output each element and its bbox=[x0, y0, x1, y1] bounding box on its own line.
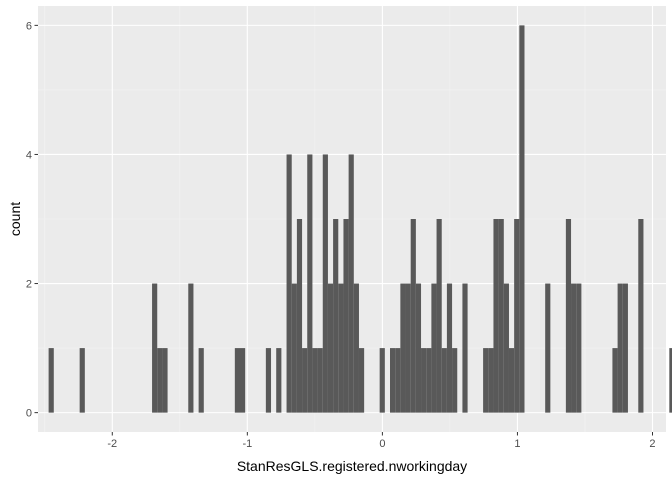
x-axis-title: StanResGLS.registered.nworkingday bbox=[237, 458, 467, 474]
histogram-bar bbox=[452, 348, 458, 413]
histogram-bar bbox=[612, 348, 618, 413]
x-tick-label: 2 bbox=[649, 438, 655, 450]
y-tick-label: 6 bbox=[26, 20, 32, 32]
histogram-bar bbox=[302, 348, 308, 413]
histogram-bar bbox=[488, 348, 494, 413]
histogram-bar bbox=[519, 25, 525, 413]
histogram-bar bbox=[410, 219, 416, 413]
histogram-bar bbox=[379, 348, 385, 413]
histogram-bar bbox=[462, 283, 468, 413]
histogram-bar bbox=[157, 348, 163, 413]
x-tick-label: 1 bbox=[514, 438, 520, 450]
histogram-bar bbox=[421, 348, 427, 413]
histogram-bar bbox=[400, 283, 406, 413]
histogram-bar bbox=[152, 283, 158, 413]
histogram-bar bbox=[441, 348, 447, 413]
histogram-bar bbox=[343, 219, 349, 413]
histogram-bar bbox=[571, 283, 577, 413]
histogram-bar bbox=[431, 283, 437, 413]
x-tick-label: -2 bbox=[107, 438, 117, 450]
histogram-bar bbox=[358, 348, 365, 413]
histogram-bar bbox=[426, 348, 432, 413]
histogram-bar bbox=[508, 348, 515, 413]
histogram-bar bbox=[234, 348, 240, 413]
histogram-bar bbox=[669, 348, 672, 413]
y-tick-label: 2 bbox=[26, 279, 32, 291]
histogram-bar bbox=[483, 348, 489, 413]
histogram-bar bbox=[493, 219, 499, 413]
histogram-bar bbox=[514, 219, 520, 413]
histogram-bar bbox=[327, 283, 334, 413]
histogram-bar bbox=[353, 283, 359, 413]
histogram-bar bbox=[333, 219, 339, 413]
histogram-bar bbox=[565, 219, 572, 413]
histogram-bar bbox=[576, 283, 582, 413]
x-tick-label: 0 bbox=[379, 438, 385, 450]
histogram-bar bbox=[286, 154, 292, 413]
histogram-bar bbox=[415, 283, 422, 413]
histogram-bar bbox=[348, 154, 354, 413]
y-tick-label: 0 bbox=[26, 408, 32, 420]
histogram-bar bbox=[79, 348, 85, 413]
histogram-bar bbox=[436, 219, 442, 413]
histogram-bar bbox=[405, 283, 411, 413]
histogram-bar bbox=[291, 283, 297, 413]
histogram-bar bbox=[503, 283, 509, 413]
histogram-bar bbox=[617, 283, 623, 413]
histogram-bar bbox=[545, 283, 551, 413]
histogram-bar bbox=[48, 348, 54, 413]
histogram-bar bbox=[198, 348, 204, 413]
y-axis-title: count bbox=[7, 202, 23, 236]
histogram-bar bbox=[395, 348, 401, 413]
x-tick-label: -1 bbox=[242, 438, 252, 450]
histogram-bar bbox=[322, 154, 328, 413]
histogram-bar bbox=[317, 348, 323, 413]
histogram-bar bbox=[239, 348, 246, 413]
y-axis-ticks: 0 2 4 6 bbox=[26, 20, 38, 420]
x-axis-ticks: -2 -1 0 1 2 bbox=[107, 432, 656, 450]
histogram-bar bbox=[498, 219, 504, 413]
histogram-bar bbox=[446, 283, 453, 413]
histogram-bar bbox=[276, 348, 282, 413]
histogram-bar bbox=[296, 219, 303, 413]
histogram-bar bbox=[622, 283, 628, 413]
histogram-bar bbox=[638, 219, 644, 413]
histogram-bars bbox=[48, 25, 672, 413]
histogram-bar bbox=[162, 348, 168, 413]
histogram-bar bbox=[307, 154, 313, 413]
y-tick-label: 4 bbox=[26, 149, 32, 161]
histogram-bar bbox=[338, 283, 344, 413]
histogram-bar bbox=[265, 348, 272, 413]
histogram-bar bbox=[390, 348, 396, 413]
histogram-bar bbox=[188, 283, 194, 413]
histogram-bar bbox=[312, 348, 318, 413]
